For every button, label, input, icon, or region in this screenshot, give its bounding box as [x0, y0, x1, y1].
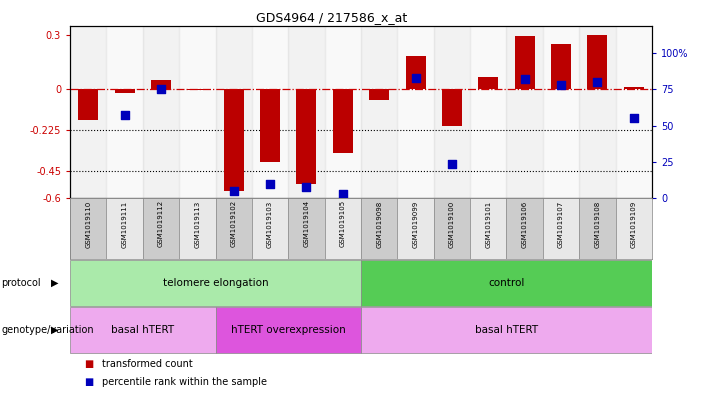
Text: GSM1019108: GSM1019108: [594, 200, 600, 248]
Bar: [107, 26, 143, 198]
Bar: [179, 198, 216, 259]
Point: [555, 82, 566, 88]
Text: GSM1019103: GSM1019103: [267, 200, 273, 248]
Bar: [252, 198, 288, 259]
Bar: [70, 307, 216, 353]
Text: GSM1019100: GSM1019100: [449, 200, 455, 248]
Bar: [333, 89, 353, 153]
Text: GSM1019111: GSM1019111: [122, 200, 128, 248]
Point: [628, 115, 639, 121]
Bar: [151, 80, 171, 89]
Bar: [224, 89, 244, 191]
Bar: [70, 198, 107, 259]
Bar: [70, 260, 361, 306]
Bar: [325, 26, 361, 198]
Point: [337, 191, 348, 197]
Bar: [187, 89, 207, 90]
Point: [264, 181, 275, 187]
Bar: [543, 26, 579, 198]
Text: GSM1019099: GSM1019099: [413, 200, 418, 248]
Text: GSM1019110: GSM1019110: [86, 200, 91, 248]
Text: genotype/variation: genotype/variation: [1, 325, 94, 335]
Bar: [216, 198, 252, 259]
Text: ■: ■: [84, 359, 93, 369]
Bar: [515, 37, 535, 89]
Text: GSM1019104: GSM1019104: [304, 200, 309, 248]
Bar: [369, 89, 389, 100]
Bar: [470, 198, 506, 259]
Bar: [297, 89, 316, 184]
Point: [301, 184, 312, 190]
Bar: [179, 26, 216, 198]
Text: GSM1019098: GSM1019098: [376, 200, 382, 248]
Bar: [325, 198, 361, 259]
Bar: [478, 77, 498, 89]
Bar: [543, 198, 579, 259]
Bar: [361, 260, 652, 306]
Text: control: control: [489, 278, 524, 288]
Text: GSM1019112: GSM1019112: [158, 200, 164, 248]
Bar: [406, 57, 426, 89]
Bar: [107, 198, 143, 259]
Point: [447, 160, 458, 167]
Bar: [551, 44, 571, 89]
Bar: [216, 307, 361, 353]
Bar: [506, 198, 543, 259]
Bar: [252, 26, 288, 198]
Text: GSM1019101: GSM1019101: [485, 200, 491, 248]
Text: GSM1019107: GSM1019107: [558, 200, 564, 248]
Text: GSM1019105: GSM1019105: [340, 200, 346, 248]
Bar: [579, 26, 615, 198]
Text: ▶: ▶: [51, 278, 59, 288]
Bar: [624, 87, 644, 89]
Point: [410, 74, 421, 81]
Text: ■: ■: [84, 377, 93, 387]
Bar: [361, 198, 397, 259]
Point: [119, 112, 130, 119]
Bar: [615, 26, 652, 198]
Point: [228, 188, 239, 194]
Text: basal hTERT: basal hTERT: [111, 325, 175, 335]
Bar: [79, 89, 98, 120]
Bar: [434, 198, 470, 259]
Text: basal hTERT: basal hTERT: [475, 325, 538, 335]
Text: GSM1019113: GSM1019113: [194, 200, 200, 248]
Text: percentile rank within the sample: percentile rank within the sample: [102, 377, 266, 387]
Bar: [70, 26, 107, 198]
Bar: [361, 26, 397, 198]
Point: [519, 76, 530, 82]
Title: GDS4964 / 217586_x_at: GDS4964 / 217586_x_at: [257, 11, 407, 24]
Point: [592, 79, 603, 85]
Point: [156, 86, 167, 92]
Bar: [397, 198, 434, 259]
Bar: [442, 89, 462, 126]
Text: GSM1019109: GSM1019109: [631, 200, 637, 248]
Bar: [434, 26, 470, 198]
Bar: [506, 26, 543, 198]
Text: GSM1019102: GSM1019102: [231, 200, 237, 248]
Bar: [361, 307, 652, 353]
Bar: [615, 198, 652, 259]
Bar: [260, 89, 280, 162]
Bar: [288, 26, 325, 198]
Bar: [143, 198, 179, 259]
Bar: [470, 26, 506, 198]
Bar: [115, 89, 135, 93]
Bar: [587, 35, 607, 89]
Bar: [216, 26, 252, 198]
Text: protocol: protocol: [1, 278, 41, 288]
Text: telomere elongation: telomere elongation: [163, 278, 268, 288]
Text: transformed count: transformed count: [102, 359, 192, 369]
Text: GSM1019106: GSM1019106: [522, 200, 528, 248]
Text: ▶: ▶: [51, 325, 59, 335]
Bar: [397, 26, 434, 198]
Bar: [143, 26, 179, 198]
Text: hTERT overexpression: hTERT overexpression: [231, 325, 346, 335]
Bar: [288, 198, 325, 259]
Bar: [579, 198, 615, 259]
